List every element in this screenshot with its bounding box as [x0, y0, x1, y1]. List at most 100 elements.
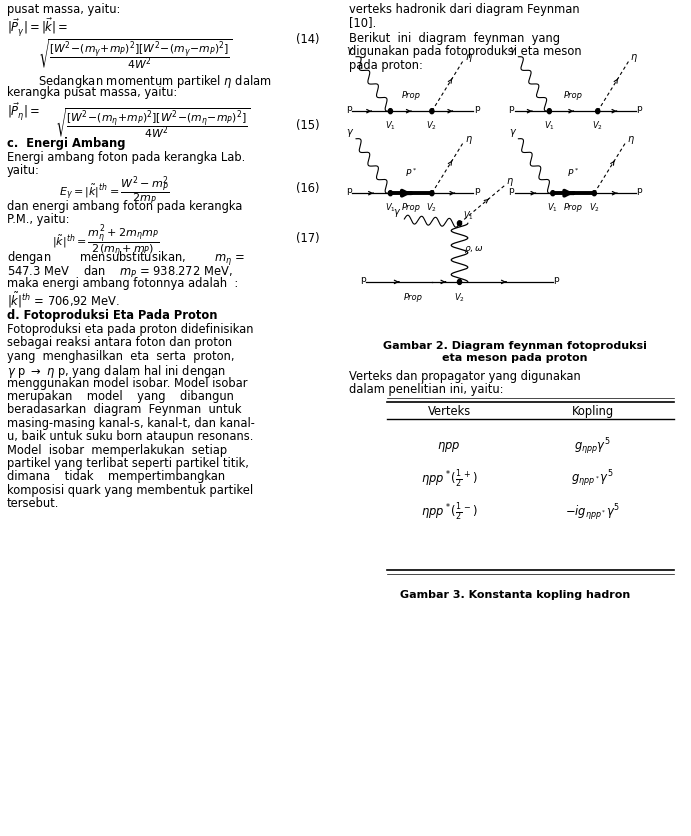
Text: $V_2$: $V_2$: [592, 120, 603, 131]
Circle shape: [547, 110, 551, 115]
Text: $\gamma$: $\gamma$: [509, 127, 517, 139]
Text: $g_{\eta pp^*}\gamma^5$: $g_{\eta pp^*}\gamma^5$: [571, 468, 614, 488]
Text: Model  isobar  memperlakukan  setiap: Model isobar memperlakukan setiap: [7, 443, 227, 456]
Circle shape: [388, 191, 392, 196]
Text: $|\tilde{k}|^{th}$ = 706,92 MeV.: $|\tilde{k}|^{th}$ = 706,92 MeV.: [7, 290, 120, 309]
Text: $\rho,\omega$: $\rho,\omega$: [464, 243, 483, 255]
Text: p: p: [346, 186, 352, 195]
Text: $\gamma$ p $\rightarrow$ $\eta$ p, yang dalam hal ini dengan: $\gamma$ p $\rightarrow$ $\eta$ p, yang …: [7, 363, 226, 380]
Text: (14): (14): [296, 33, 319, 47]
Text: p: p: [346, 104, 352, 113]
Text: c.  Energi Ambang: c. Energi Ambang: [7, 137, 125, 150]
Text: $\eta$: $\eta$: [506, 176, 514, 188]
Text: $\eta$: $\eta$: [630, 52, 638, 64]
Text: dengan        mensubstitusikan,        $m_\eta$ =: dengan mensubstitusikan, $m_\eta$ =: [7, 250, 245, 268]
Text: Prop: Prop: [564, 91, 583, 99]
Text: tersebut.: tersebut.: [7, 497, 59, 510]
Text: digunakan pada fotoproduksi eta meson: digunakan pada fotoproduksi eta meson: [349, 45, 582, 59]
Text: Verteks dan propagator yang digunakan: Verteks dan propagator yang digunakan: [349, 370, 580, 383]
Text: $\eta$: $\eta$: [464, 52, 473, 64]
Circle shape: [457, 222, 462, 227]
Text: $P^*$: $P^*$: [567, 167, 580, 179]
Circle shape: [592, 191, 596, 196]
Text: p: p: [474, 104, 480, 113]
Text: yaitu:: yaitu:: [7, 164, 40, 177]
Text: $|\vec{P}_\gamma| = |\vec{k}| = $: $|\vec{P}_\gamma| = |\vec{k}| = $: [7, 16, 68, 38]
Text: partikel yang terlibat seperti partikel titik,: partikel yang terlibat seperti partikel …: [7, 456, 249, 470]
Text: dalam penelitian ini, yaitu:: dalam penelitian ini, yaitu:: [349, 383, 504, 396]
Text: dan energi ambang foton pada kerangka: dan energi ambang foton pada kerangka: [7, 200, 243, 213]
Text: Prop: Prop: [401, 91, 421, 99]
Text: komposisi quark yang membentuk partikel: komposisi quark yang membentuk partikel: [7, 483, 253, 497]
Text: verteks hadronik dari diagram Feynman: verteks hadronik dari diagram Feynman: [349, 3, 580, 16]
Text: $V_2$: $V_2$: [589, 201, 600, 213]
Circle shape: [430, 110, 434, 115]
Circle shape: [388, 110, 392, 115]
Text: pada proton:: pada proton:: [349, 59, 423, 72]
Text: $V_2$: $V_2$: [426, 201, 437, 213]
Circle shape: [551, 191, 555, 196]
Circle shape: [457, 280, 462, 285]
Text: $V_1$: $V_1$: [385, 201, 396, 213]
Text: u, baik untuk suku born ataupun resonans.: u, baik untuk suku born ataupun resonans…: [7, 430, 254, 443]
Text: Kopling: Kopling: [571, 405, 614, 418]
Text: Gambar 3. Konstanta kopling hadron: Gambar 3. Konstanta kopling hadron: [399, 589, 630, 599]
Text: p: p: [553, 275, 559, 283]
Text: $|\vec{P}_\eta| = $: $|\vec{P}_\eta| = $: [7, 101, 40, 122]
Text: [10].: [10].: [349, 16, 376, 29]
Text: Prop: Prop: [401, 203, 421, 212]
Text: (17): (17): [296, 232, 319, 245]
Text: $V_1$: $V_1$: [463, 210, 474, 222]
Text: $V_1$: $V_1$: [544, 120, 555, 131]
Text: $V_1$: $V_1$: [385, 120, 396, 131]
Text: Energi ambang foton pada kerangka Lab.: Energi ambang foton pada kerangka Lab.: [7, 150, 245, 164]
Text: $-ig_{\eta pp^*}\gamma^5$: $-ig_{\eta pp^*}\gamma^5$: [565, 502, 620, 522]
Text: masing-masing kanal-s, kanal-t, dan kanal-: masing-masing kanal-s, kanal-t, dan kana…: [7, 416, 255, 430]
Text: menggunakan model isobar. Model isobar: menggunakan model isobar. Model isobar: [7, 376, 247, 390]
Text: Berikut  ini  diagram  feynman  yang: Berikut ini diagram feynman yang: [349, 32, 560, 45]
Text: p: p: [474, 186, 480, 195]
Text: p: p: [509, 104, 514, 113]
Text: sebagai reaksi antara foton dan proton: sebagai reaksi antara foton dan proton: [7, 336, 232, 349]
Text: $\sqrt{\dfrac{[W^2\!-\!(m_\eta\!+\!m_P)^2][W^2\!-\!(m_\eta\!-\!m_P)^2]}{4W^2}}$: $\sqrt{\dfrac{[W^2\!-\!(m_\eta\!+\!m_P)^…: [55, 107, 251, 141]
Text: $V_1$: $V_1$: [547, 201, 558, 213]
Text: p: p: [360, 275, 366, 283]
Text: (15): (15): [296, 119, 319, 132]
Text: $\eta pp$: $\eta pp$: [437, 440, 461, 453]
Text: p: p: [636, 104, 642, 113]
Circle shape: [596, 110, 600, 115]
Text: p: p: [509, 186, 514, 195]
Text: yang  menghasilkan  eta  serta  proton,: yang menghasilkan eta serta proton,: [7, 349, 234, 363]
Text: Sedangkan momentum partikel $\eta$ dalam: Sedangkan momentum partikel $\eta$ dalam: [38, 73, 272, 89]
Text: $g_{\eta pp}\gamma^5$: $g_{\eta pp}\gamma^5$: [574, 436, 611, 456]
Text: (16): (16): [296, 181, 319, 195]
Text: kerangka pusat massa, yaitu:: kerangka pusat massa, yaitu:: [7, 86, 177, 99]
Text: $|\tilde{k}|^{th} = \dfrac{m_\eta^2+2m_\eta m_P}{2(m_\eta+m_P)}$: $|\tilde{k}|^{th} = \dfrac{m_\eta^2+2m_\…: [52, 223, 159, 260]
Text: Prop: Prop: [404, 293, 422, 301]
Text: $\eta pp^*(\frac{1}{2}^-)$: $\eta pp^*(\frac{1}{2}^-)$: [421, 501, 477, 522]
Text: $\eta$: $\eta$: [627, 134, 635, 145]
Text: Prop: Prop: [564, 203, 583, 212]
Text: pusat massa, yaitu:: pusat massa, yaitu:: [7, 3, 120, 16]
Circle shape: [430, 191, 434, 196]
Text: $V_2$: $V_2$: [426, 120, 437, 131]
Text: d. Fotoproduksi Eta Pada Proton: d. Fotoproduksi Eta Pada Proton: [7, 308, 218, 322]
Text: $\gamma$: $\gamma$: [393, 207, 401, 219]
Text: p: p: [636, 186, 642, 195]
Text: P.M., yaitu:: P.M., yaitu:: [7, 213, 69, 227]
Text: $E_\gamma = |\tilde{k}|^{th} = \dfrac{W^2-m_P^2}{2m_P}$: $E_\gamma = |\tilde{k}|^{th} = \dfrac{W^…: [59, 174, 169, 206]
Text: $\eta$: $\eta$: [464, 134, 473, 145]
Text: $\sqrt{\dfrac{[W^2\!-\!(m_\gamma\!+\!m_P)^2][W^2\!-\!(m_\gamma\!-\!m_P)^2]}{4W^2: $\sqrt{\dfrac{[W^2\!-\!(m_\gamma\!+\!m_P…: [38, 38, 233, 72]
Text: $P^*$: $P^*$: [405, 167, 417, 179]
Text: Fotoproduksi eta pada proton didefinisikan: Fotoproduksi eta pada proton didefinisik…: [7, 323, 254, 336]
Text: maka energi ambang fotonnya adalah  :: maka energi ambang fotonnya adalah :: [7, 277, 238, 290]
Text: Gambar 2. Diagram feynman fotoproduksi: Gambar 2. Diagram feynman fotoproduksi: [383, 340, 647, 350]
Text: $\gamma$: $\gamma$: [509, 45, 517, 57]
Text: Verteks: Verteks: [428, 405, 471, 418]
Text: dimana    tidak    mempertimbangkan: dimana tidak mempertimbangkan: [7, 470, 225, 483]
Text: $V_2$: $V_2$: [454, 292, 465, 303]
Text: $\gamma$: $\gamma$: [346, 127, 354, 139]
Text: $\eta pp^*(\frac{1}{2}^+)$: $\eta pp^*(\frac{1}{2}^+)$: [421, 467, 477, 489]
Text: beradasarkan  diagram  Feynman  untuk: beradasarkan diagram Feynman untuk: [7, 403, 241, 416]
Text: 547.3 MeV    dan    $m_P$ = 938.272 MeV,: 547.3 MeV dan $m_P$ = 938.272 MeV,: [7, 263, 233, 279]
